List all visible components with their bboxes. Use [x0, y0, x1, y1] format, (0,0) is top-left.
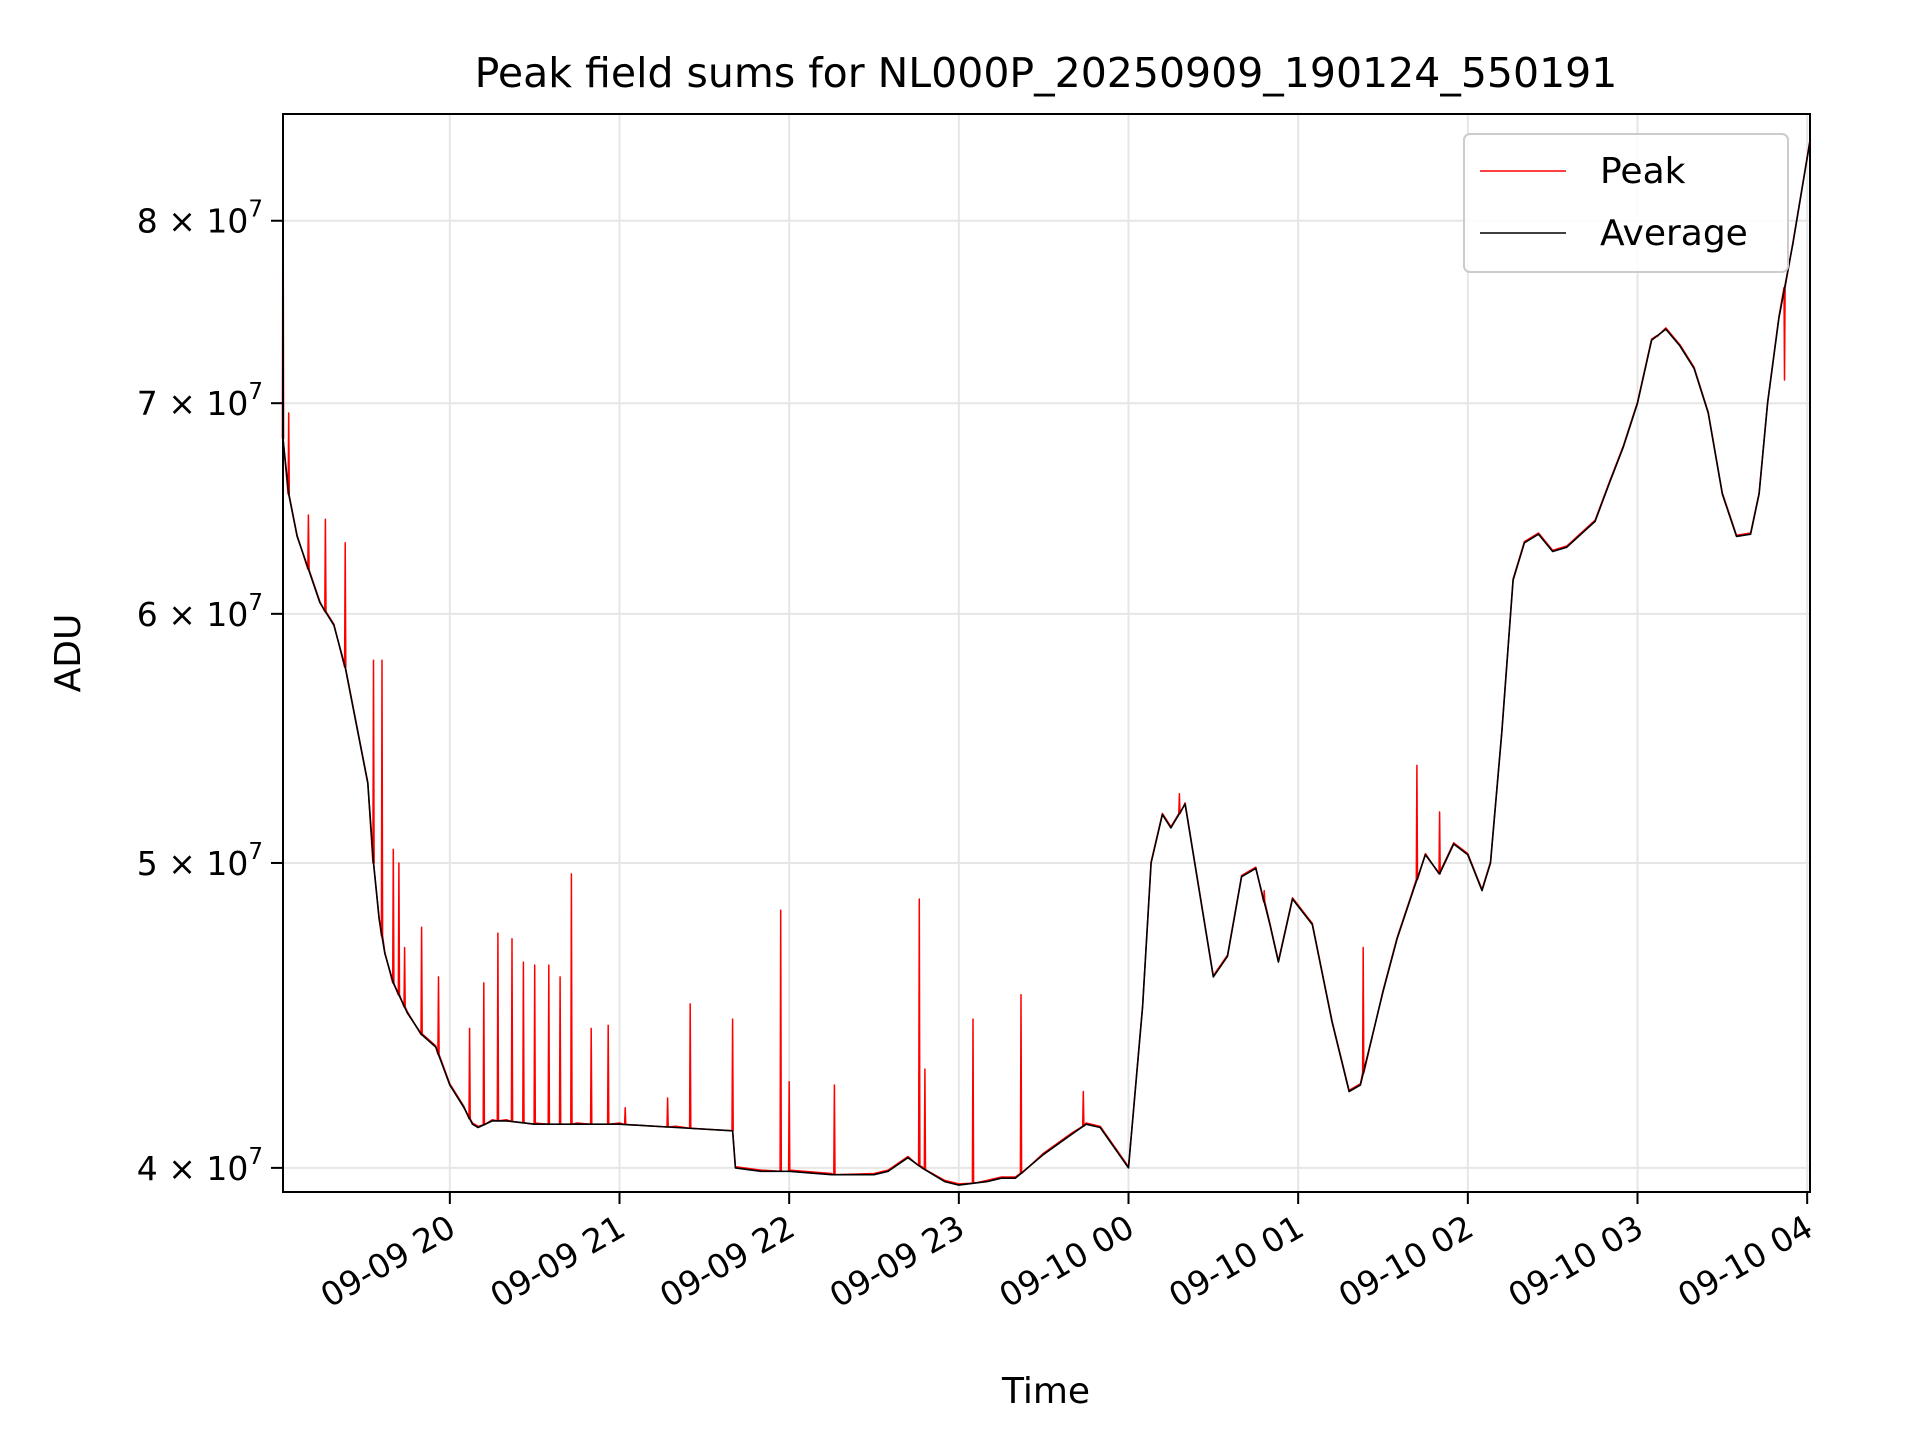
grid	[283, 114, 1810, 1192]
legend-label-average: Average	[1600, 213, 1748, 254]
series-line-average	[282, 140, 1811, 1186]
y-tick-label: 4 × 107	[137, 1144, 263, 1188]
plot-area	[281, 121, 1811, 1186]
axes-frame	[282, 113, 1811, 1193]
y-tick-label: 5 × 107	[137, 839, 263, 883]
y-tick-label: 6 × 107	[137, 590, 263, 634]
x-axis-label: Time	[1001, 1371, 1090, 1412]
chart-title: Peak field sums for NL000P_20250909_1901…	[475, 49, 1618, 97]
legend-box	[1463, 133, 1789, 273]
y-tick-label: 8 × 107	[137, 197, 263, 241]
y-axis-label: ADU	[48, 614, 89, 693]
legend-label-peak: Peak	[1600, 151, 1686, 192]
legend: Peak Average	[1463, 133, 1789, 273]
y-tick-label: 7 × 107	[137, 379, 263, 423]
